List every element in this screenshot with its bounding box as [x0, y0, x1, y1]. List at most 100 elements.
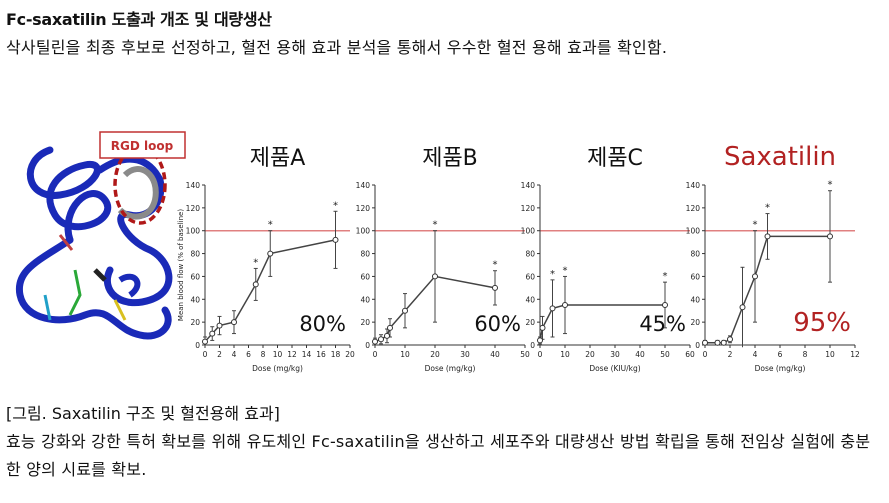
x-axis-label: Dose (mg/kg) [252, 364, 303, 373]
x-tick-label: 20 [345, 350, 355, 359]
data-point [720, 339, 727, 346]
data-point [209, 330, 216, 337]
y-tick-label: 100 [521, 227, 536, 236]
y-tick-label: 60 [190, 272, 200, 281]
y-tick-label: 40 [190, 295, 200, 304]
data-point [727, 336, 733, 343]
y-tick-label: 140 [356, 181, 371, 190]
significance-star: * [493, 260, 498, 271]
data-point [387, 324, 393, 331]
data-point [432, 273, 438, 280]
y-tick-label: 40 [525, 295, 535, 304]
data-point [402, 307, 408, 314]
y-tick-label: 0 [530, 341, 535, 350]
data-point [562, 302, 568, 308]
x-tick-label: 12 [850, 350, 860, 359]
x-tick-label: 14 [302, 350, 312, 359]
x-tick-label: 8 [261, 350, 266, 359]
x-tick-label: 10 [400, 350, 410, 359]
chart-3: 제품C 0 20 40 60 80 100 120 140 0 10 20 30 40 50 60 Dose (… [521, 146, 695, 373]
figure-caption: [그림. Saxatilin 구조 및 혈전용해 효과] [6, 404, 280, 423]
section-heading: Fc-saxatilin 도출과 개조 및 대량생산 [6, 10, 272, 29]
x-tick-label: 0 [203, 350, 208, 359]
y-tick-label: 80 [525, 250, 535, 259]
y-tick-label: 40 [690, 295, 700, 304]
x-tick-label: 8 [803, 350, 808, 359]
x-axis-label: Dose (mg/kg) [755, 364, 806, 373]
data-point [332, 236, 339, 243]
x-tick-label: 12 [287, 350, 297, 359]
y-tick-label: 0 [195, 341, 200, 350]
x-tick-label: 20 [430, 350, 440, 359]
y-tick-label: 80 [190, 250, 200, 259]
data-point [537, 337, 543, 344]
y-tick-label: 60 [360, 272, 370, 281]
data-point [202, 338, 208, 345]
data-point [739, 304, 746, 311]
data-point [372, 338, 378, 345]
x-tick-label: 6 [778, 350, 783, 359]
chart-annotation: 95% [793, 308, 851, 338]
data-point [752, 273, 758, 280]
x-tick-label: 2 [217, 350, 222, 359]
significance-star: * [753, 220, 758, 231]
data-point [216, 322, 223, 329]
data-point [539, 324, 546, 331]
y-tick-label: 100 [356, 227, 371, 236]
y-tick-label: 20 [525, 318, 535, 327]
significance-star: * [550, 269, 555, 280]
y-tick-label: 120 [686, 204, 701, 213]
y-tick-label: 100 [186, 227, 201, 236]
data-point [267, 250, 274, 257]
significance-star: * [828, 180, 833, 191]
data-point [662, 302, 668, 308]
x-tick-label: 10 [560, 350, 570, 359]
data-point [714, 339, 721, 346]
y-tick-label: 20 [190, 318, 200, 327]
y-tick-label: 100 [686, 227, 701, 236]
data-point [384, 332, 390, 339]
protein-structure-image: RGD loop [15, 131, 186, 340]
data-point [702, 339, 708, 346]
significance-star: * [563, 265, 568, 276]
y-tick-label: 80 [360, 250, 370, 259]
x-tick-label: 50 [660, 350, 670, 359]
data-point [252, 281, 259, 288]
significance-star: * [765, 203, 770, 214]
y-tick-label: 60 [525, 272, 535, 281]
data-point [231, 319, 237, 326]
data-point [549, 305, 556, 312]
y-tick-label: 20 [690, 318, 700, 327]
figure: RGD loop 제품A 0 20 40 60 80 100 120 140 0 2 4 6 8 10 12 1… [0, 120, 889, 390]
x-tick-label: 2 [728, 350, 733, 359]
rgd-loop-label-box [99, 131, 186, 159]
data-point [492, 284, 498, 291]
y-tick-label: 120 [356, 204, 371, 213]
significance-star: * [333, 200, 338, 211]
significance-star: * [433, 220, 438, 231]
x-tick-label: 6 [246, 350, 251, 359]
x-tick-label: 4 [232, 350, 237, 359]
intro-paragraph: 삭사틸린을 최종 후보로 선정하고, 혈전 용해 효과 분석을 통해서 우수한 … [6, 38, 668, 57]
x-tick-label: 30 [460, 350, 470, 359]
y-tick-label: 0 [365, 341, 370, 350]
y-tick-label: 140 [521, 181, 536, 190]
x-axis-label: Dose (KIU/kg) [589, 364, 640, 373]
x-tick-label: 60 [685, 350, 695, 359]
x-axis-label: Dose (mg/kg) [425, 364, 476, 373]
chart-annotation: 80% [299, 312, 346, 336]
x-tick-label: 0 [373, 350, 378, 359]
y-tick-label: 0 [695, 341, 700, 350]
data-point [378, 336, 384, 343]
x-tick-label: 4 [753, 350, 758, 359]
significance-star: * [253, 257, 258, 268]
significance-star: * [663, 271, 668, 282]
x-tick-label: 40 [635, 350, 645, 359]
rgd-loop-label: RGD loop [111, 139, 174, 153]
x-tick-label: 0 [703, 350, 708, 359]
y-tick-label: 140 [186, 181, 201, 190]
y-tick-label: 20 [360, 318, 370, 327]
x-tick-label: 10 [825, 350, 835, 359]
x-tick-label: 40 [490, 350, 500, 359]
